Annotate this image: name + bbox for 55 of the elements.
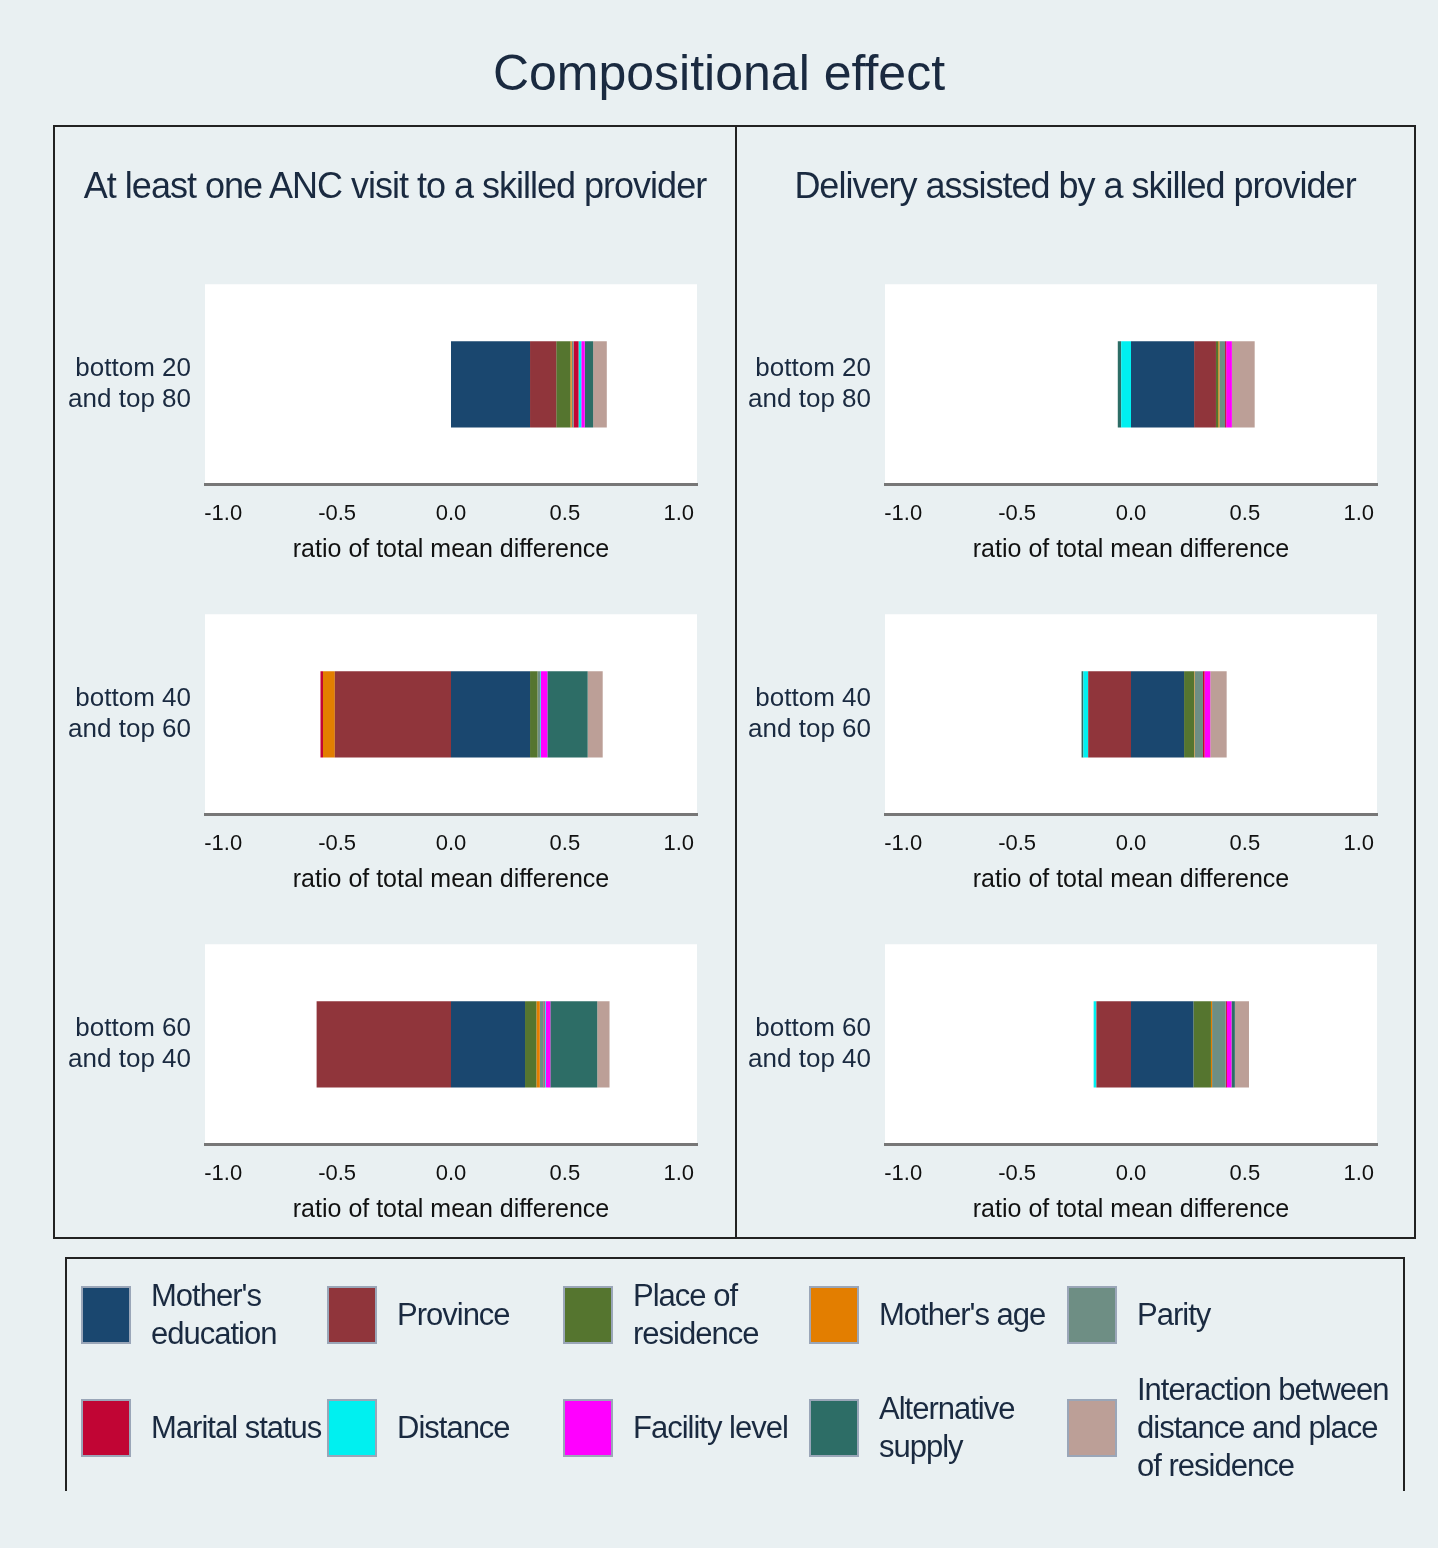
legend-label: Facility level (633, 1409, 788, 1447)
x-axis-title: ratio of total mean difference (292, 533, 610, 562)
x-tick-label: -0.5 (318, 1159, 357, 1185)
x-tick-label: -0.5 (318, 829, 357, 855)
x-tick-label: -0.5 (998, 499, 1037, 525)
y-tick-label: bottom 20 and top 80 (68, 351, 191, 414)
y-tick-label: bottom 20 and top 80 (748, 351, 871, 414)
x-tick-label: 0.5 (1229, 829, 1261, 855)
x-tick-label: -1.0 (884, 1159, 923, 1185)
legend-label: Place of residence (633, 1277, 760, 1353)
x-axis-title: ratio of total mean difference (292, 863, 610, 892)
x-axis-title: ratio of total mean difference (972, 1193, 1290, 1222)
x-tick-label: 0.0 (435, 499, 467, 525)
x-tick-label: 1.0 (1343, 499, 1375, 525)
x-tick-label: -1.0 (204, 1159, 243, 1185)
x-tick-label: 1.0 (663, 499, 695, 525)
x-tick-label: -1.0 (884, 829, 923, 855)
x-axis-title: ratio of total mean difference (292, 1193, 610, 1222)
legend-label: Province (397, 1296, 510, 1334)
x-tick-label: -1.0 (204, 829, 243, 855)
x-tick-label: 1.0 (1343, 829, 1375, 855)
chart-subtitle: At least one ANC visit to a skilled provider (82, 164, 708, 208)
x-tick-label: 0.0 (1115, 829, 1147, 855)
chart-subtitle: Delivery assisted by a skilled provider (793, 164, 1357, 208)
chart-title: Compositional effect (491, 44, 947, 103)
x-tick-label: 0.5 (1229, 1159, 1261, 1185)
legend-label: Interaction between distance and place of residence (1137, 1371, 1390, 1485)
x-tick-label: -0.5 (998, 829, 1037, 855)
x-tick-label: 0.0 (435, 829, 467, 855)
legend-label: Mother's age (879, 1296, 1046, 1334)
x-tick-label: 0.0 (1115, 1159, 1147, 1185)
x-tick-label: 0.0 (1115, 499, 1147, 525)
y-tick-label: bottom 60 and top 40 (68, 1011, 191, 1074)
x-axis-title: ratio of total mean difference (972, 533, 1290, 562)
legend-label: Parity (1137, 1296, 1211, 1334)
x-tick-label: 1.0 (663, 1159, 695, 1185)
x-tick-label: 1.0 (663, 829, 695, 855)
x-tick-label: 1.0 (1343, 1159, 1375, 1185)
y-tick-label: bottom 60 and top 40 (748, 1011, 871, 1074)
x-tick-label: 0.5 (549, 1159, 581, 1185)
x-tick-label: 0.5 (549, 829, 581, 855)
legend-label: Mother's education (151, 1277, 278, 1353)
legend-label: Alternative supply (879, 1390, 1016, 1466)
x-tick-label: 0.5 (549, 499, 581, 525)
x-axis-title: ratio of total mean difference (972, 863, 1290, 892)
x-tick-label: -0.5 (998, 1159, 1037, 1185)
legend-label: Marital status (151, 1409, 322, 1447)
x-tick-label: -1.0 (204, 499, 243, 525)
x-tick-label: 0.5 (1229, 499, 1261, 525)
x-tick-label: 0.0 (435, 1159, 467, 1185)
y-tick-label: bottom 40 and top 60 (748, 681, 871, 744)
x-tick-label: -0.5 (318, 499, 357, 525)
x-tick-label: -1.0 (884, 499, 923, 525)
y-tick-label: bottom 40 and top 60 (68, 681, 191, 744)
legend-label: Distance (397, 1409, 510, 1447)
